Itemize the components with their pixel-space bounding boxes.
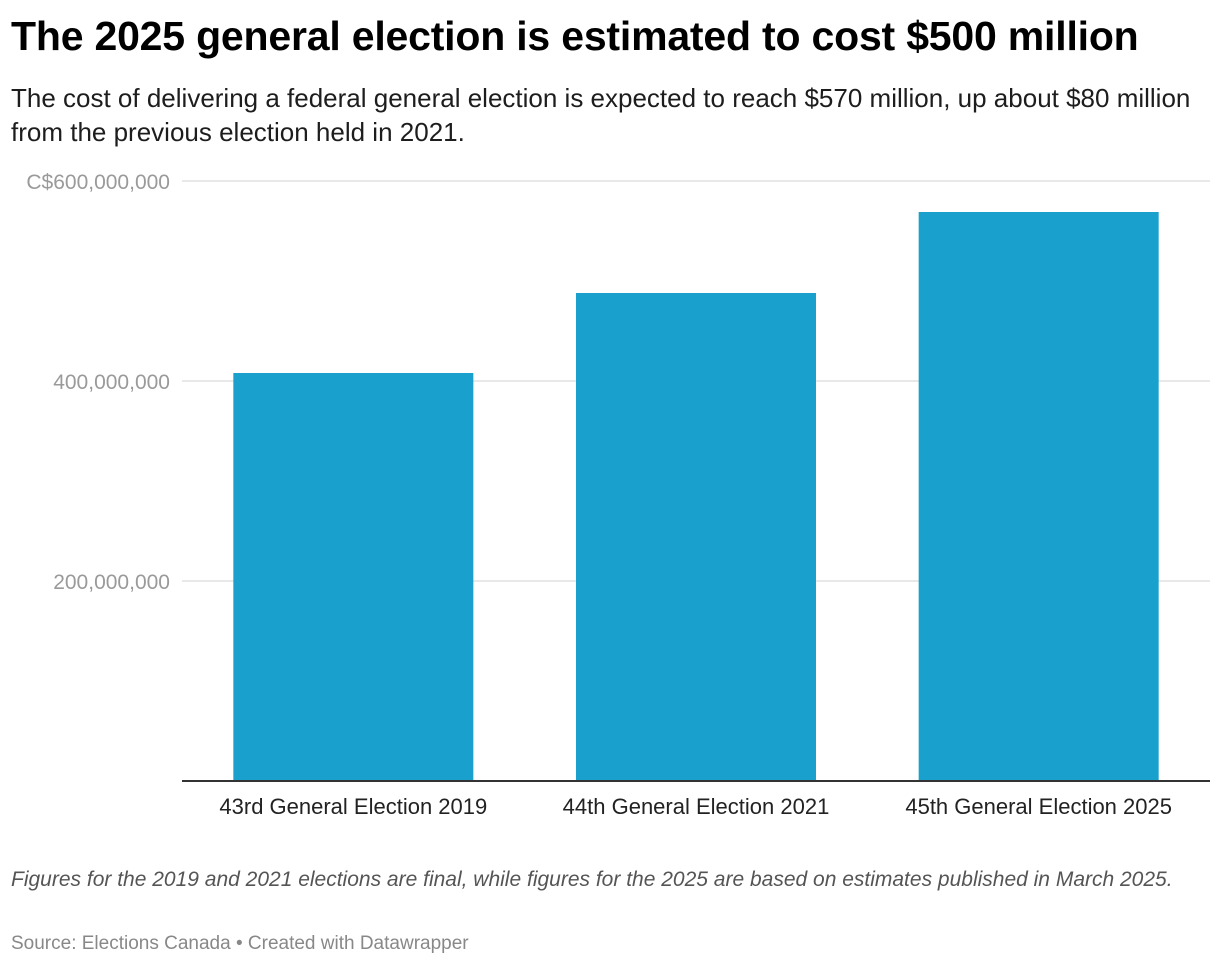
chart-title: The 2025 general election is estimated t…	[11, 13, 1139, 59]
chart-source: Source: Elections Canada • Created with …	[11, 930, 469, 958]
y-tick-label: C$600,000,000	[26, 171, 170, 194]
x-axis-tick-labels: 43rd General Election 2019 44th General E…	[219, 794, 1172, 819]
bar	[233, 373, 474, 781]
y-tick-label: 400,000,000	[53, 371, 170, 394]
bar-chart: 200,000,000 400,000,000 C$600,000,000 43rd…	[26, 171, 1210, 819]
bar	[918, 212, 1159, 781]
y-tick-label: 200,000,000	[53, 571, 170, 594]
chart-notes: Figures for the 2019 and 2021 elections …	[11, 868, 1173, 891]
x-tick-label: 43rd General Election 2019	[219, 794, 487, 819]
y-axis-tick-labels: 200,000,000 400,000,000 C$600,000,000	[26, 171, 170, 594]
chart-subtitle: The cost of delivering a federal general…	[11, 83, 1191, 147]
bar	[576, 293, 816, 781]
source-credit: Source: Elections Canada • Created with …	[11, 933, 469, 954]
x-tick-label: 44th General Election 2021	[563, 794, 830, 819]
x-tick-label: 45th General Election 2025	[905, 794, 1172, 819]
bars	[233, 212, 1159, 781]
